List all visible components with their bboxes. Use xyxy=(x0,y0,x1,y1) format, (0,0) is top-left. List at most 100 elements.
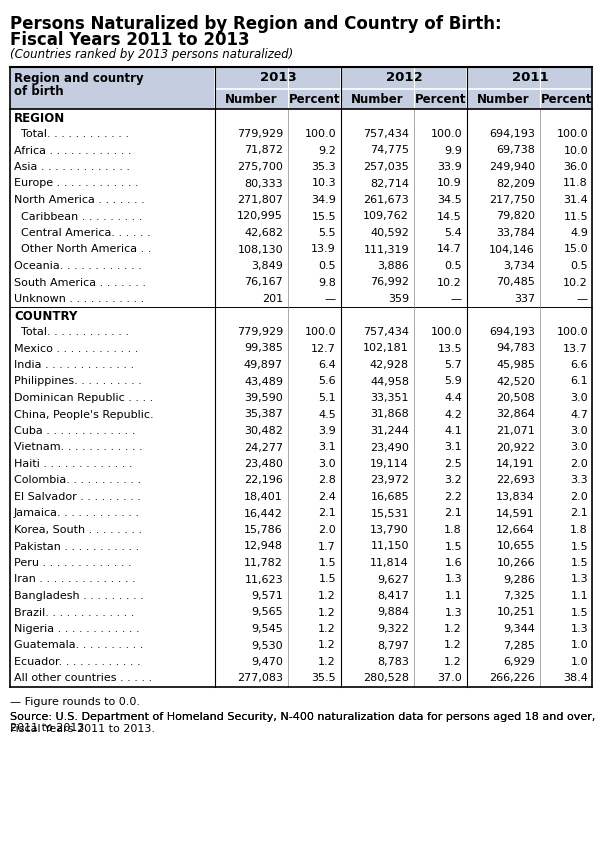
Text: 99,385: 99,385 xyxy=(244,343,283,353)
Text: 100.0: 100.0 xyxy=(430,129,462,139)
Text: 9,565: 9,565 xyxy=(251,607,283,617)
Text: 2.1: 2.1 xyxy=(318,508,336,518)
Text: 100.0: 100.0 xyxy=(304,129,336,139)
Text: COUNTRY: COUNTRY xyxy=(14,310,77,323)
Text: 100.0: 100.0 xyxy=(556,129,588,139)
Text: 275,700: 275,700 xyxy=(237,162,283,172)
Text: All other countries . . . . .: All other countries . . . . . xyxy=(14,673,152,682)
Text: 35.5: 35.5 xyxy=(311,673,336,682)
Text: Nigeria . . . . . . . . . . . .: Nigeria . . . . . . . . . . . . xyxy=(14,624,140,633)
Text: 31,868: 31,868 xyxy=(370,409,409,419)
Text: 13,790: 13,790 xyxy=(370,524,409,534)
Text: 10.2: 10.2 xyxy=(563,277,588,287)
Bar xyxy=(10,68,215,110)
Text: 109,762: 109,762 xyxy=(363,211,409,222)
Text: 42,682: 42,682 xyxy=(244,227,283,238)
Text: 1.7: 1.7 xyxy=(318,541,336,551)
Text: 266,226: 266,226 xyxy=(489,673,535,682)
Text: 1.1: 1.1 xyxy=(571,590,588,601)
Text: 35.3: 35.3 xyxy=(311,162,336,172)
Text: Total. . . . . . . . . . . .: Total. . . . . . . . . . . . xyxy=(14,129,129,139)
Text: 11,623: 11,623 xyxy=(244,574,283,584)
Text: 2.0: 2.0 xyxy=(570,458,588,469)
Text: Total. . . . . . . . . . . .: Total. . . . . . . . . . . . xyxy=(14,326,129,337)
Text: 2012: 2012 xyxy=(386,71,422,83)
Text: 1.8: 1.8 xyxy=(444,524,462,534)
Text: 3.0: 3.0 xyxy=(571,425,588,435)
Text: 9,627: 9,627 xyxy=(377,574,409,584)
Text: 3.0: 3.0 xyxy=(571,442,588,452)
Text: Iran . . . . . . . . . . . . . .: Iran . . . . . . . . . . . . . . xyxy=(14,574,136,584)
Text: 1.3: 1.3 xyxy=(571,624,588,633)
Text: 5.6: 5.6 xyxy=(319,376,336,386)
Text: Korea, South . . . . . . . .: Korea, South . . . . . . . . xyxy=(14,524,142,534)
Text: 9,571: 9,571 xyxy=(251,590,283,601)
Text: 40,592: 40,592 xyxy=(370,227,409,238)
Text: Jamaica. . . . . . . . . . . .: Jamaica. . . . . . . . . . . . xyxy=(14,508,140,518)
Text: North America . . . . . . .: North America . . . . . . . xyxy=(14,195,145,204)
Text: 11,814: 11,814 xyxy=(370,557,409,567)
Text: 3,849: 3,849 xyxy=(251,261,283,271)
Text: 70,485: 70,485 xyxy=(496,277,535,287)
Text: 2.2: 2.2 xyxy=(444,492,462,502)
Text: Unknown . . . . . . . . . . .: Unknown . . . . . . . . . . . xyxy=(14,294,144,303)
Text: 12,664: 12,664 xyxy=(496,524,535,534)
Text: 3.0: 3.0 xyxy=(571,393,588,402)
Text: 14.5: 14.5 xyxy=(437,211,462,222)
Text: 4.4: 4.4 xyxy=(444,393,462,402)
Text: 217,750: 217,750 xyxy=(489,195,535,204)
Text: 1.5: 1.5 xyxy=(571,541,588,551)
Text: 249,940: 249,940 xyxy=(489,162,535,172)
Text: 108,130: 108,130 xyxy=(238,245,283,254)
Text: 2.4: 2.4 xyxy=(318,492,336,502)
Text: Dominican Republic . . . .: Dominican Republic . . . . xyxy=(14,393,153,402)
Text: 10.2: 10.2 xyxy=(437,277,462,287)
Text: 1.2: 1.2 xyxy=(318,624,336,633)
Text: Asia . . . . . . . . . . . . .: Asia . . . . . . . . . . . . . xyxy=(14,162,130,172)
Text: 49,897: 49,897 xyxy=(244,360,283,370)
Text: 111,319: 111,319 xyxy=(364,245,409,254)
Text: 14,591: 14,591 xyxy=(496,508,535,518)
Text: 15.5: 15.5 xyxy=(311,211,336,222)
Text: Colombia. . . . . . . . . . .: Colombia. . . . . . . . . . . xyxy=(14,475,141,485)
Text: 10.0: 10.0 xyxy=(563,146,588,155)
Text: 1.3: 1.3 xyxy=(571,574,588,584)
Text: 9,286: 9,286 xyxy=(503,574,535,584)
Text: 79,820: 79,820 xyxy=(496,211,535,222)
Text: Philippines. . . . . . . . . .: Philippines. . . . . . . . . . xyxy=(14,376,142,386)
Text: 24,277: 24,277 xyxy=(244,442,283,452)
Text: El Salvador . . . . . . . . .: El Salvador . . . . . . . . . xyxy=(14,492,141,502)
Text: 1.5: 1.5 xyxy=(571,557,588,567)
Text: 31,244: 31,244 xyxy=(370,425,409,435)
Text: 18,401: 18,401 xyxy=(244,492,283,502)
Text: 8,783: 8,783 xyxy=(377,656,409,666)
Text: 2013: 2013 xyxy=(260,71,296,83)
Text: 757,434: 757,434 xyxy=(363,129,409,139)
Text: 8,417: 8,417 xyxy=(377,590,409,601)
Text: 9.2: 9.2 xyxy=(318,146,336,155)
Text: 1.2: 1.2 xyxy=(318,607,336,617)
Text: 94,783: 94,783 xyxy=(496,343,535,353)
Text: 4.2: 4.2 xyxy=(444,409,462,419)
Text: 38.4: 38.4 xyxy=(563,673,588,682)
Text: 82,714: 82,714 xyxy=(370,178,409,188)
Text: Region and country: Region and country xyxy=(14,72,143,85)
Text: 4.5: 4.5 xyxy=(318,409,336,419)
Text: 0.5: 0.5 xyxy=(319,261,336,271)
Text: 120,995: 120,995 xyxy=(237,211,283,222)
Text: 359: 359 xyxy=(388,294,409,303)
Text: Oceania. . . . . . . . . . . .: Oceania. . . . . . . . . . . . xyxy=(14,261,142,271)
Text: 1.1: 1.1 xyxy=(445,590,462,601)
Text: 9.9: 9.9 xyxy=(444,146,462,155)
Text: 76,992: 76,992 xyxy=(370,277,409,287)
Text: 16,685: 16,685 xyxy=(370,492,409,502)
Text: South America . . . . . . .: South America . . . . . . . xyxy=(14,277,146,287)
Text: Persons Naturalized by Region and Country of Birth:: Persons Naturalized by Region and Countr… xyxy=(10,15,502,33)
Text: 31.4: 31.4 xyxy=(563,195,588,204)
Text: 9,545: 9,545 xyxy=(251,624,283,633)
Text: 5.9: 5.9 xyxy=(444,376,462,386)
Text: 100.0: 100.0 xyxy=(556,326,588,337)
Text: Bangladesh . . . . . . . . .: Bangladesh . . . . . . . . . xyxy=(14,590,144,601)
Text: Vietnam. . . . . . . . . . . .: Vietnam. . . . . . . . . . . . xyxy=(14,442,143,452)
Text: 80,333: 80,333 xyxy=(244,178,283,188)
